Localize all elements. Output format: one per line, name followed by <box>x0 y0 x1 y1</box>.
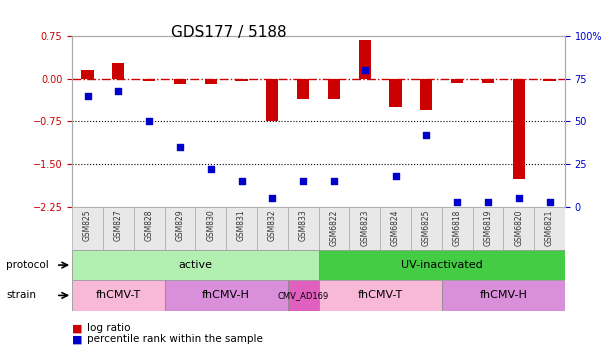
Text: GSM6824: GSM6824 <box>391 209 400 246</box>
Text: fhCMV-T: fhCMV-T <box>96 290 141 301</box>
Bar <box>112 62 124 79</box>
Bar <box>236 79 248 81</box>
Bar <box>288 280 319 311</box>
Point <box>206 166 216 172</box>
Text: GSM832: GSM832 <box>268 209 277 241</box>
Point <box>83 93 93 99</box>
Bar <box>165 280 288 311</box>
FancyBboxPatch shape <box>288 207 319 250</box>
Text: strain: strain <box>6 290 36 300</box>
Text: fhCMV-H: fhCMV-H <box>480 290 527 301</box>
Bar <box>543 79 556 81</box>
Point <box>360 67 370 73</box>
Point <box>421 132 431 138</box>
Bar <box>72 250 319 280</box>
Point <box>483 199 493 205</box>
Text: GSM828: GSM828 <box>145 209 154 241</box>
Text: GSM830: GSM830 <box>206 209 215 241</box>
Text: GSM825: GSM825 <box>83 209 92 241</box>
FancyBboxPatch shape <box>503 207 534 250</box>
FancyBboxPatch shape <box>133 207 165 250</box>
FancyBboxPatch shape <box>411 207 442 250</box>
Text: protocol: protocol <box>6 260 49 270</box>
Bar <box>482 79 494 82</box>
Point <box>391 174 400 179</box>
Text: GDS177 / 5188: GDS177 / 5188 <box>171 25 286 40</box>
Bar <box>204 79 217 84</box>
Bar <box>513 79 525 178</box>
Text: GSM6825: GSM6825 <box>422 209 431 246</box>
Text: ■: ■ <box>72 323 82 333</box>
FancyBboxPatch shape <box>72 207 103 250</box>
Text: GSM6823: GSM6823 <box>360 209 369 246</box>
FancyBboxPatch shape <box>257 207 288 250</box>
Text: GSM6820: GSM6820 <box>514 209 523 246</box>
FancyBboxPatch shape <box>472 207 503 250</box>
Text: GSM6821: GSM6821 <box>545 209 554 246</box>
Bar <box>143 79 155 81</box>
FancyBboxPatch shape <box>195 207 226 250</box>
Point <box>175 144 185 150</box>
Point <box>453 199 462 205</box>
Bar <box>451 79 463 82</box>
FancyBboxPatch shape <box>349 207 380 250</box>
Text: CMV_AD169: CMV_AD169 <box>278 291 329 300</box>
Bar <box>389 79 401 107</box>
Bar <box>420 79 433 110</box>
Bar <box>297 79 310 99</box>
Point <box>144 119 154 124</box>
Text: UV-inactivated: UV-inactivated <box>401 260 483 270</box>
Bar <box>359 40 371 79</box>
Point <box>267 196 277 201</box>
Bar <box>81 70 94 79</box>
Point <box>329 178 339 184</box>
Bar <box>319 280 442 311</box>
Bar <box>442 280 565 311</box>
Text: log ratio: log ratio <box>87 323 130 333</box>
Text: GSM829: GSM829 <box>175 209 185 241</box>
FancyBboxPatch shape <box>319 207 349 250</box>
Text: percentile rank within the sample: percentile rank within the sample <box>87 334 263 344</box>
Text: active: active <box>178 260 212 270</box>
FancyBboxPatch shape <box>380 207 411 250</box>
Text: ■: ■ <box>72 334 82 344</box>
Bar <box>266 79 278 121</box>
Text: GSM827: GSM827 <box>114 209 123 241</box>
FancyBboxPatch shape <box>534 207 565 250</box>
Point <box>514 196 523 201</box>
Bar <box>72 280 165 311</box>
Text: GSM833: GSM833 <box>299 209 308 241</box>
Point <box>545 199 554 205</box>
Point <box>298 178 308 184</box>
Bar <box>174 79 186 84</box>
Text: GSM831: GSM831 <box>237 209 246 241</box>
Point <box>114 88 123 94</box>
FancyBboxPatch shape <box>103 207 133 250</box>
Bar <box>319 250 565 280</box>
Bar <box>328 79 340 99</box>
Text: GSM6822: GSM6822 <box>329 209 338 246</box>
FancyBboxPatch shape <box>226 207 257 250</box>
Text: GSM6819: GSM6819 <box>483 209 492 246</box>
Text: GSM6818: GSM6818 <box>453 209 462 246</box>
FancyBboxPatch shape <box>165 207 195 250</box>
Point <box>237 178 246 184</box>
Text: fhCMV-T: fhCMV-T <box>358 290 403 301</box>
Text: fhCMV-H: fhCMV-H <box>202 290 250 301</box>
FancyBboxPatch shape <box>442 207 472 250</box>
